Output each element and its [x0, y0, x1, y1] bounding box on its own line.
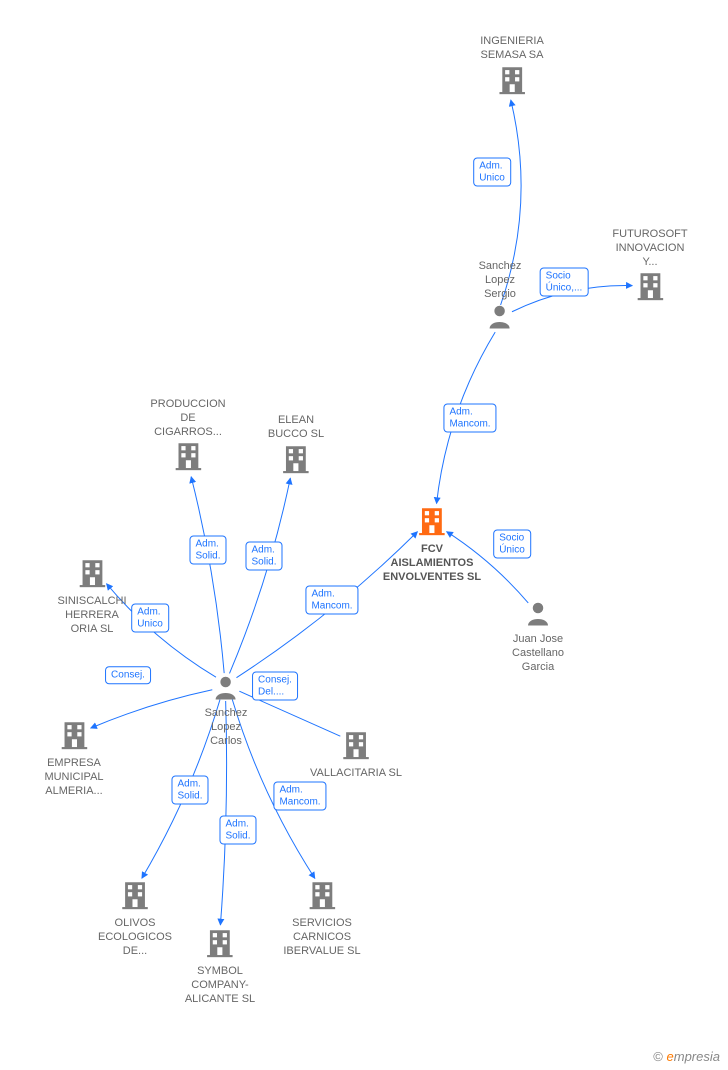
edge-label-carlos-symbol: Adm. Solid.	[219, 816, 256, 845]
node-label: SINISCALCHI HERRERA ORIA SL	[57, 595, 126, 636]
node-label: INGENIERIA SEMASA SA	[480, 35, 544, 63]
edge-label-carlos-vallacitaria: Consej. Del....	[252, 672, 298, 701]
node-empresa[interactable]: EMPRESA MUNICIPAL ALMERIA...	[44, 718, 103, 798]
node-label: VALLACITARIA SL	[310, 767, 402, 781]
node-label: SYMBOL COMPANY- ALICANTE SL	[185, 965, 255, 1006]
node-servicios[interactable]: SERVICIOS CARNICOS IBERVALUE SL	[283, 878, 360, 958]
edge-label-sergio-fcv: Adm. Mancom.	[443, 404, 496, 433]
building-icon	[203, 926, 237, 960]
edge-carlos-empresa	[91, 690, 213, 728]
edge-label-carlos-siniscalchi: Adm. Unico	[131, 604, 169, 633]
building-icon	[305, 878, 339, 912]
copyright-symbol: ©	[653, 1049, 663, 1064]
edge-carlos-produccion	[191, 477, 224, 673]
brand-first-letter: e	[667, 1049, 674, 1064]
node-siniscalchi[interactable]: SINISCALCHI HERRERA ORIA SL	[57, 556, 126, 636]
edge-label-sergio-ingenieria: Adm. Unico	[473, 158, 511, 187]
building-icon	[279, 442, 313, 476]
node-fcv[interactable]: FCV AISLAMIENTOS ENVOLVENTES SL	[383, 504, 481, 584]
building-icon	[415, 504, 449, 538]
node-label: Sanchez Lopez Sergio	[479, 260, 522, 301]
building-icon	[339, 728, 373, 762]
node-olivos[interactable]: OLIVOS ECOLOGICOS DE...	[98, 878, 172, 958]
node-vallacitaria[interactable]: VALLACITARIA SL	[310, 728, 402, 781]
watermark: © empresia	[653, 1049, 720, 1064]
node-elean[interactable]: ELEAN BUCCO SL	[268, 414, 324, 481]
building-icon	[633, 269, 667, 303]
node-label: FUTUROSOFT INNOVACION Y...	[612, 228, 687, 269]
node-symbol[interactable]: SYMBOL COMPANY- ALICANTE SL	[185, 926, 255, 1006]
edge-label-juanjose-fcv: Socio Único	[493, 530, 531, 559]
node-label: ELEAN BUCCO SL	[268, 414, 324, 442]
node-label: SERVICIOS CARNICOS IBERVALUE SL	[283, 917, 360, 958]
node-label: Juan Jose Castellano Garcia	[512, 633, 564, 674]
person-icon	[523, 598, 553, 628]
person-icon	[211, 672, 241, 702]
building-icon	[495, 63, 529, 97]
node-label: EMPRESA MUNICIPAL ALMERIA...	[44, 757, 103, 798]
person-icon	[485, 301, 515, 331]
building-icon	[75, 556, 109, 590]
building-icon	[171, 439, 205, 473]
edge-label-carlos-fcv: Adm. Mancom.	[305, 586, 358, 615]
building-icon	[57, 718, 91, 752]
node-sergio[interactable]: Sanchez Lopez Sergio	[479, 260, 522, 336]
node-produccion[interactable]: PRODUCCION DE CIGARROS...	[150, 398, 225, 478]
edge-carlos-elean	[229, 478, 290, 673]
node-label: FCV AISLAMIENTOS ENVOLVENTES SL	[383, 543, 481, 584]
edge-label-carlos-empresa: Consej.	[105, 666, 151, 684]
node-label: PRODUCCION DE CIGARROS...	[150, 398, 225, 439]
node-label: OLIVOS ECOLOGICOS DE...	[98, 917, 172, 958]
node-carlos[interactable]: Sanchez Lopez Carlos	[205, 672, 248, 748]
node-futurosoft[interactable]: FUTUROSOFT INNOVACION Y...	[612, 228, 687, 308]
diagram-canvas: { "diagram": { "type": "network", "width…	[0, 0, 728, 1070]
brand-rest: mpresia	[674, 1049, 720, 1064]
edge-label-carlos-produccion: Adm. Solid.	[189, 536, 226, 565]
building-icon	[118, 878, 152, 912]
node-ingenieria[interactable]: INGENIERIA SEMASA SA	[480, 35, 544, 102]
edge-label-carlos-elean: Adm. Solid.	[245, 542, 282, 571]
edge-label-carlos-olivos: Adm. Solid.	[171, 776, 208, 805]
node-juanjose[interactable]: Juan Jose Castellano Garcia	[512, 598, 564, 674]
node-label: Sanchez Lopez Carlos	[205, 707, 248, 748]
edge-label-carlos-servicios: Adm. Mancom.	[273, 782, 326, 811]
edge-label-sergio-futurosoft: Socio Único,...	[540, 268, 589, 297]
